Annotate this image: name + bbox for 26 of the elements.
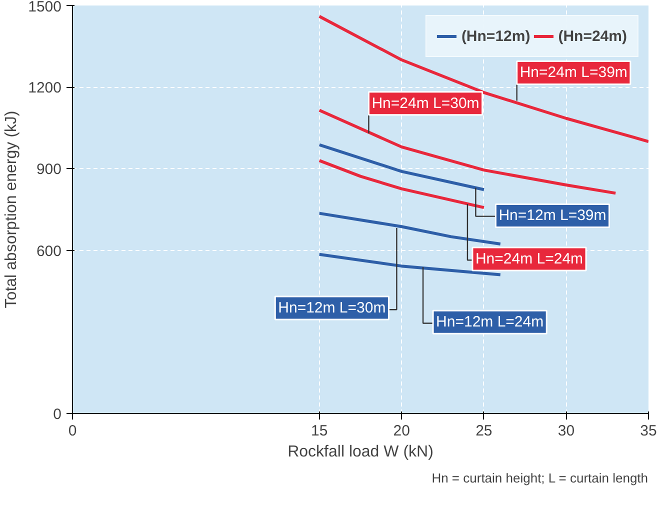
x-tick-label: 15 [311, 422, 328, 440]
y-tick-label: 1200 [28, 80, 62, 97]
annotation: Hn=24m L=30m [372, 94, 480, 112]
legend-label: (Hn=24m) [558, 28, 627, 44]
line-series [318, 212, 502, 246]
annotation: Hn=12m L=30m [278, 299, 386, 316]
line-series [318, 108, 618, 195]
annotation: Hn=24m L=39m [520, 64, 628, 82]
x-tick-label: 25 [476, 422, 492, 440]
x-tick-label: 0 [68, 422, 77, 440]
y-tick-label: 1500 [28, 0, 62, 16]
text: Hn = curtain height; L = curtain length [432, 470, 648, 486]
x-tick-label: 20 [393, 422, 410, 440]
y-tick-label: 0 [53, 406, 62, 423]
x-tick-label: 35 [640, 422, 657, 440]
legend-label: (Hn=12m) [461, 28, 530, 44]
y-tick-label: 600 [36, 242, 62, 260]
annotation: Hn=12m L=39m [498, 207, 606, 224]
y-axis-title: Total absorption energy (kJ) [3, 110, 20, 308]
line-series [318, 14, 648, 143]
y-tick-label: 900 [36, 161, 62, 178]
annotation: Hn=12m L=24m [436, 314, 544, 331]
line-series [318, 159, 486, 210]
x-axis-title: Rockfall load W (kN) [288, 444, 434, 460]
x-tick-label: 30 [558, 422, 575, 440]
annotation: Hn=24m L=24m [475, 250, 584, 268]
